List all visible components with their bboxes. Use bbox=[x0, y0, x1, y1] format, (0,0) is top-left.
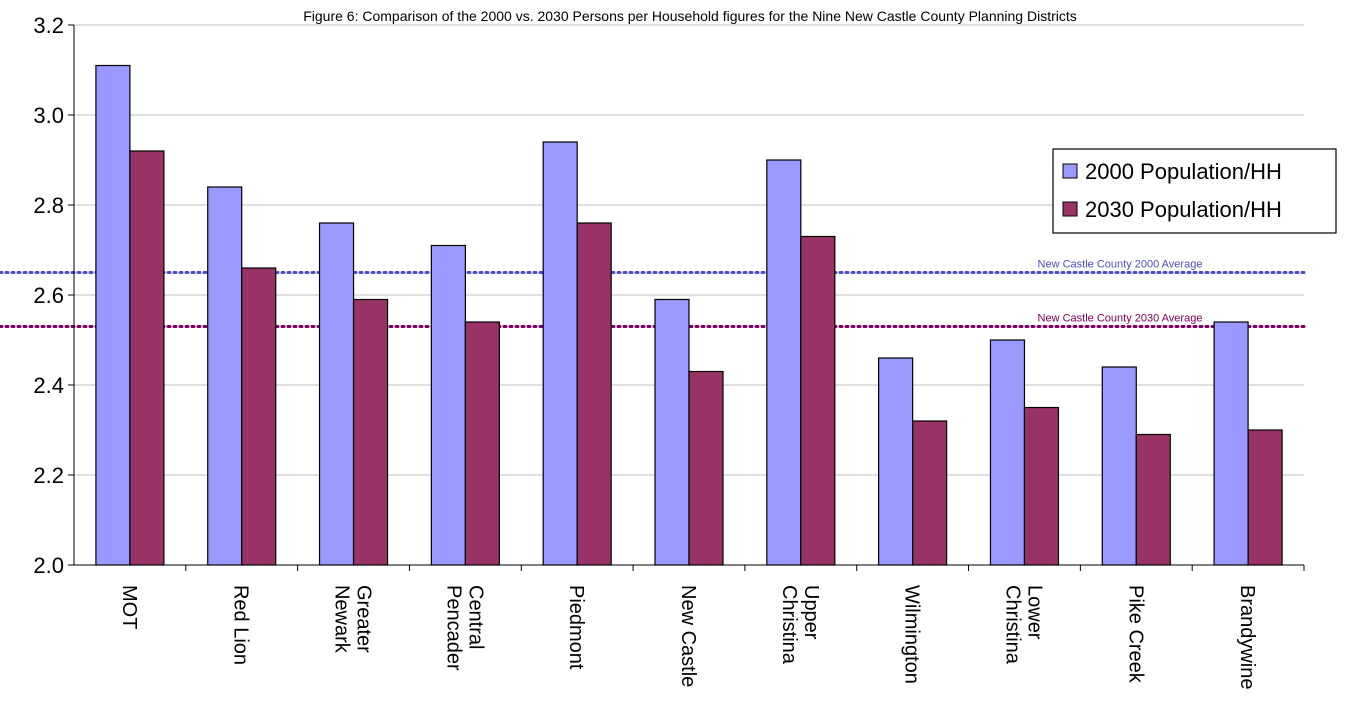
bar-2030 bbox=[352, 298, 389, 566]
x-tick-label: Greater bbox=[353, 585, 375, 653]
bar-2000 bbox=[766, 159, 802, 566]
bar-2000 bbox=[318, 222, 355, 566]
bar-2000 bbox=[95, 64, 131, 566]
bar-2030 bbox=[912, 420, 948, 566]
x-tick-label: Lower bbox=[1023, 585, 1045, 640]
x-tick-label: Pencader bbox=[442, 585, 464, 671]
bar-2000 bbox=[430, 244, 466, 566]
axes: 2.0 2.2 2.4 2.6 2.8 3.0 3.2 bbox=[33, 13, 1305, 578]
reference-line-label: New Castle County 2000 Average bbox=[1038, 259, 1203, 271]
x-tick-label: Upper bbox=[800, 585, 822, 640]
bar-2000 bbox=[542, 141, 578, 566]
y-tick-label: 3.0 bbox=[33, 103, 64, 128]
legend: 2000 Population/HH 2030 Population/HH bbox=[1052, 148, 1337, 234]
x-tick-label: Piedmont bbox=[565, 585, 587, 670]
y-tick-label: 3.2 bbox=[33, 13, 64, 38]
bars bbox=[95, 64, 1283, 566]
legend-swatch bbox=[1062, 201, 1078, 217]
bar-2030 bbox=[576, 222, 612, 566]
x-tick-label: Pike Creek bbox=[1124, 585, 1146, 684]
x-tick-label: Christina bbox=[778, 585, 800, 665]
y-tick-label: 2.6 bbox=[33, 283, 64, 308]
x-tick-label: Wilmington bbox=[901, 585, 923, 684]
x-tick-label: MOT bbox=[118, 585, 140, 629]
bar-2030 bbox=[1247, 429, 1283, 566]
bar-2030 bbox=[1135, 433, 1171, 566]
bar-2030 bbox=[241, 267, 277, 566]
bar-2000 bbox=[878, 357, 914, 566]
bar-2000 bbox=[989, 339, 1026, 566]
x-tick-label: Central bbox=[464, 585, 486, 649]
reference-lines: New Castle County 2000 Average New Castle… bbox=[0, 259, 1306, 328]
bar-2030 bbox=[1023, 406, 1060, 566]
chart-title: Figure 6: Comparison of the 2000 vs. 203… bbox=[303, 8, 1077, 24]
bar-2030 bbox=[464, 321, 500, 566]
bar-2030 bbox=[688, 370, 724, 566]
bar-2000 bbox=[654, 298, 690, 566]
legend-box bbox=[1052, 148, 1337, 234]
reference-line-label: New Castle County 2030 Average bbox=[1038, 313, 1203, 325]
x-tick-label: New Castle bbox=[677, 585, 699, 687]
bar-2000 bbox=[207, 186, 243, 566]
gridlines bbox=[74, 24, 1304, 476]
legend-label: 2030 Population/HH bbox=[1085, 197, 1282, 222]
x-tick-label: Newark bbox=[331, 585, 353, 654]
x-tick-label: Red Lion bbox=[230, 585, 252, 665]
bar-2030 bbox=[129, 150, 165, 566]
bar-2030 bbox=[800, 235, 836, 566]
bar-2000 bbox=[1101, 366, 1137, 566]
bar-2000 bbox=[1213, 321, 1249, 566]
legend-label: 2000 Population/HH bbox=[1085, 159, 1282, 184]
x-tick-label: Christina bbox=[1001, 585, 1023, 665]
y-tick-label: 2.8 bbox=[33, 193, 64, 218]
y-tick-label: 2.0 bbox=[33, 553, 64, 578]
x-tick-label: Brandywine bbox=[1236, 585, 1258, 690]
y-tick-label: 2.2 bbox=[33, 463, 64, 488]
y-tick-label: 2.4 bbox=[33, 373, 64, 398]
legend-swatch bbox=[1062, 163, 1078, 179]
